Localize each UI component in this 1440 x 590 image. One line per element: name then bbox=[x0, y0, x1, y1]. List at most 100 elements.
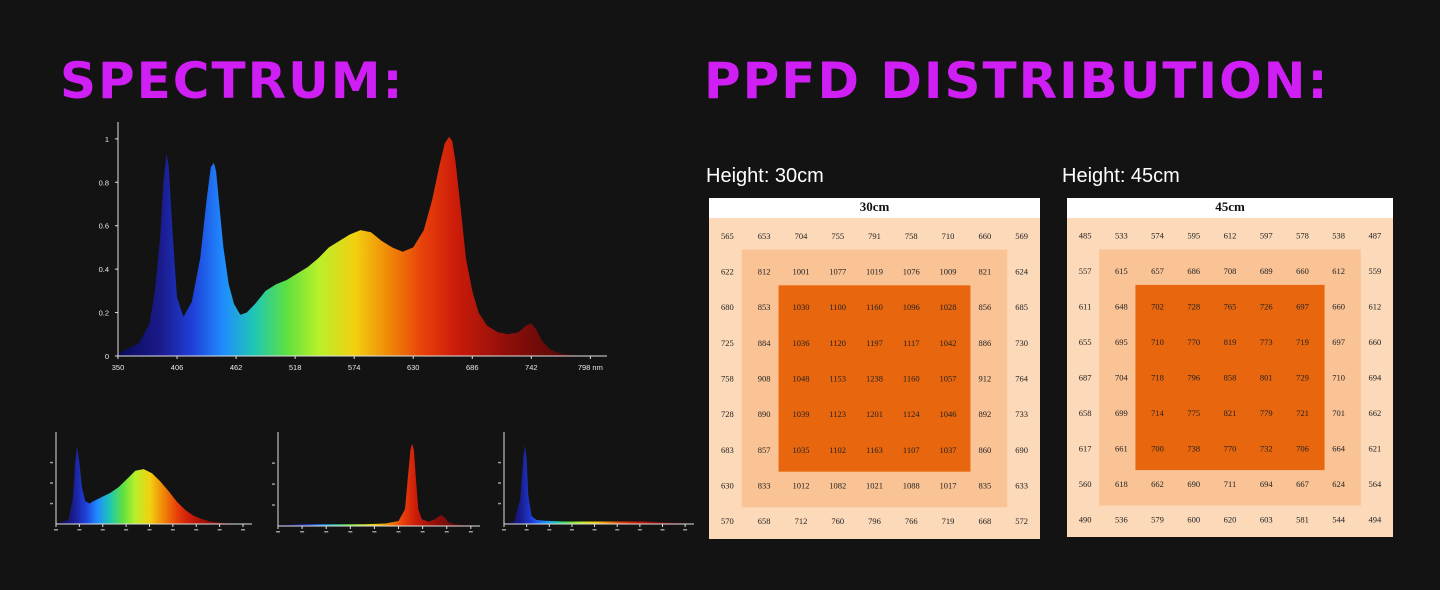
ppfd-cell-value: 1201 bbox=[866, 409, 883, 419]
x-tick-label bbox=[524, 529, 529, 531]
x-tick-label: 630 bbox=[407, 363, 420, 372]
x-tick-label bbox=[502, 529, 506, 531]
ppfd-cell-value: 579 bbox=[1151, 514, 1164, 524]
ppfd-cell-value: 733 bbox=[1015, 409, 1028, 419]
ppfd-cell-value: 730 bbox=[1015, 338, 1028, 348]
y-tick-mark bbox=[50, 482, 53, 484]
x-tick-label bbox=[660, 529, 665, 531]
ppfd-zone-inner bbox=[778, 285, 971, 472]
ppfd-cell-value: 624 bbox=[1015, 267, 1029, 277]
spectrum-area bbox=[278, 443, 472, 526]
x-tick-label bbox=[194, 529, 199, 531]
ppfd-cell-value: 600 bbox=[1187, 514, 1200, 524]
x-tick-label bbox=[124, 529, 129, 531]
ppfd-cell-value: 819 bbox=[1224, 337, 1237, 347]
ppfd-cell-value: 821 bbox=[978, 267, 991, 277]
spectrum-mini-chart-1 bbox=[50, 432, 252, 531]
y-tick-label: 0.4 bbox=[99, 265, 109, 274]
ppfd-cell-value: 1048 bbox=[792, 374, 809, 384]
ppfd-cell-value: 1163 bbox=[866, 445, 883, 455]
ppfd-cell-value: 1039 bbox=[792, 409, 809, 419]
ppfd-cell-value: 565 bbox=[721, 231, 734, 241]
ppfd-cell-value: 796 bbox=[1187, 373, 1200, 383]
ppfd-cell-value: 1107 bbox=[903, 445, 920, 455]
ppfd-cell-value: 538 bbox=[1332, 231, 1345, 241]
x-tick-label bbox=[420, 531, 425, 533]
ppfd-cell-value: 1120 bbox=[829, 338, 846, 348]
ppfd-cell-value: 700 bbox=[1151, 443, 1164, 453]
x-tick-label bbox=[100, 529, 105, 531]
x-tick-label bbox=[569, 529, 574, 531]
ppfd-cell-value: 1160 bbox=[866, 302, 883, 312]
ppfd-cell-value: 660 bbox=[1369, 337, 1382, 347]
ppfd-cell-value: 801 bbox=[1260, 373, 1273, 383]
ppfd-cell-value: 1197 bbox=[866, 338, 883, 348]
x-tick-label bbox=[468, 531, 473, 533]
ppfd-cell-value: 1124 bbox=[903, 409, 920, 419]
ppfd-cell-value: 611 bbox=[1079, 302, 1091, 312]
ppfd-cell-value: 1028 bbox=[940, 302, 957, 312]
ppfd-cell-value: 612 bbox=[1224, 231, 1237, 241]
ppfd-cell-value: 485 bbox=[1079, 231, 1092, 241]
ppfd-cell-value: 694 bbox=[1369, 373, 1383, 383]
x-tick-label bbox=[683, 529, 688, 531]
y-tick-mark bbox=[272, 462, 275, 464]
ppfd-cell-value: 760 bbox=[831, 516, 844, 526]
ppfd-cell-value: 612 bbox=[1369, 302, 1382, 312]
x-tick-label bbox=[547, 529, 552, 531]
x-tick-label: 574 bbox=[348, 363, 361, 372]
ppfd-cell-value: 1153 bbox=[829, 374, 846, 384]
ppfd-cell-value: 633 bbox=[1015, 481, 1028, 491]
y-tick-mark bbox=[50, 461, 53, 464]
ppfd-cell-value: 1021 bbox=[866, 481, 883, 491]
ppfd-cell-value: 621 bbox=[1369, 443, 1382, 453]
ppfd-cell-value: 773 bbox=[1260, 337, 1273, 347]
ppfd-cell-value: 738 bbox=[1187, 443, 1200, 453]
x-tick-label bbox=[147, 529, 152, 531]
ppfd-cell-value: 664 bbox=[1332, 443, 1346, 453]
ppfd-cell-value: 578 bbox=[1296, 231, 1309, 241]
ppfd-cell-value: 544 bbox=[1332, 514, 1346, 524]
ppfd-cell-value: 655 bbox=[1079, 337, 1092, 347]
spectrum-area bbox=[118, 136, 593, 356]
ppfd-grid-30: 30cm 565 653 704 755 791 758 710 660 569 622 812 100… bbox=[709, 198, 1040, 539]
ppfd-cell-value: 770 bbox=[1187, 337, 1200, 347]
ppfd-cell-value: 1030 bbox=[792, 302, 809, 312]
ppfd-cell-value: 564 bbox=[1369, 479, 1383, 489]
ppfd-cell-value: 612 bbox=[1332, 266, 1345, 276]
ppfd-cell-value: 1160 bbox=[903, 374, 920, 384]
ppfd-cell-value: 708 bbox=[1224, 266, 1237, 276]
y-tick-label: 0.6 bbox=[99, 222, 109, 231]
ppfd-cell-value: 648 bbox=[1115, 302, 1128, 312]
ppfd-cell-value: 710 bbox=[942, 231, 955, 241]
ppfd-cell-value: 1077 bbox=[829, 267, 846, 277]
spectrum-main-chart: 350 406 462 518 574 630 686 742 798 nm 0 0.2 0.4 0.6… bbox=[99, 122, 607, 372]
ppfd-cell-value: 764 bbox=[1015, 374, 1029, 384]
ppfd-cell-value: 494 bbox=[1369, 514, 1383, 524]
ppfd-cell-value: 886 bbox=[978, 338, 991, 348]
x-tick-label bbox=[54, 529, 58, 531]
x-tick-label: 518 bbox=[289, 363, 302, 372]
y-tick-mark bbox=[498, 461, 501, 464]
ppfd-cell-value: 1012 bbox=[792, 481, 809, 491]
ppfd-cell-value: 559 bbox=[1369, 266, 1382, 276]
ppfd-cell-value: 657 bbox=[1151, 266, 1164, 276]
ppfd-cell-value: 668 bbox=[978, 516, 991, 526]
ppfd-cell-value: 662 bbox=[1369, 408, 1382, 418]
x-tick-label bbox=[444, 531, 449, 533]
ppfd-cell-value: 687 bbox=[1079, 373, 1092, 383]
ppfd-cell-value: 890 bbox=[758, 409, 771, 419]
ppfd-cell-value: 1057 bbox=[940, 374, 957, 384]
ppfd-cell-value: 662 bbox=[1151, 479, 1164, 489]
ppfd-cell-value: 833 bbox=[758, 481, 771, 491]
ppfd-cell-value: 685 bbox=[1015, 302, 1028, 312]
ppfd-cell-value: 686 bbox=[1187, 266, 1200, 276]
ppfd-cell-value: 701 bbox=[1332, 408, 1345, 418]
ppfd-cell-value: 791 bbox=[868, 231, 881, 241]
ppfd-cell-value: 595 bbox=[1187, 231, 1200, 241]
ppfd-cell-value: 581 bbox=[1296, 514, 1309, 524]
ppfd-cell-value: 856 bbox=[978, 302, 991, 312]
y-tick-label: 0 bbox=[105, 352, 109, 361]
ppfd-cell-value: 1076 bbox=[903, 267, 920, 277]
ppfd-cell-value: 557 bbox=[1079, 266, 1092, 276]
